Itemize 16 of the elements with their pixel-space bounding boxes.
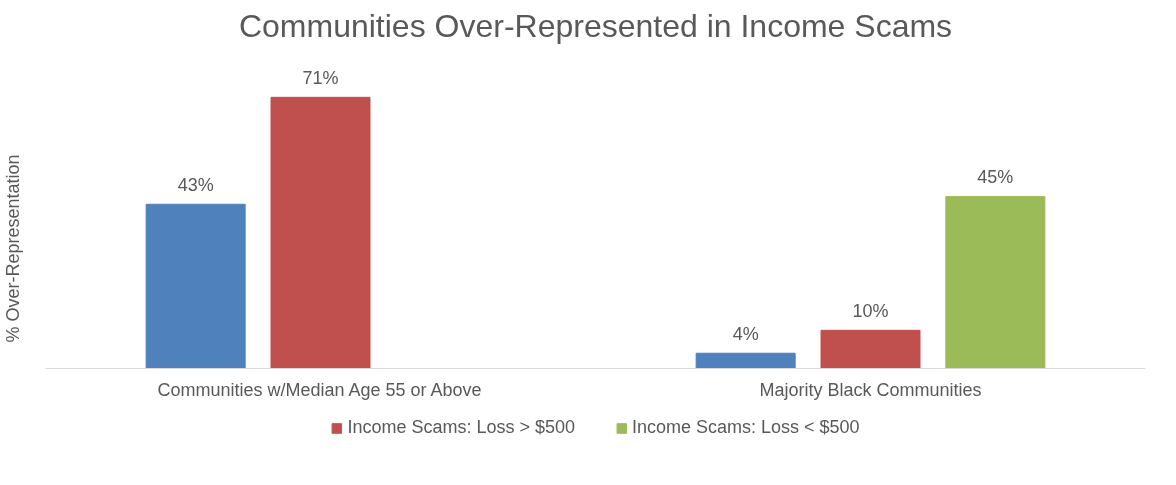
y-axis-title: % Over-Representation — [3, 154, 24, 343]
bar — [145, 203, 246, 369]
chart-title: Communities Over-Represented in Income Scams — [238, 7, 953, 44]
data-label: 10% — [852, 300, 889, 321]
data-label: 43% — [177, 174, 214, 195]
legend-label: Income Scams: Loss < $500 — [632, 417, 860, 438]
data-label: 4% — [732, 323, 759, 344]
data-label: 71% — [302, 67, 339, 88]
data-label: 45% — [977, 167, 1014, 188]
bar — [820, 329, 921, 369]
bar — [945, 196, 1046, 369]
bar — [270, 96, 371, 369]
bar — [695, 352, 796, 369]
x-tick-label: Majority Black Communities — [759, 379, 982, 400]
x-tick-label: Communities w/Median Age 55 or Above — [157, 379, 482, 400]
legend-label: Income Scams: Loss > $500 — [347, 417, 575, 438]
